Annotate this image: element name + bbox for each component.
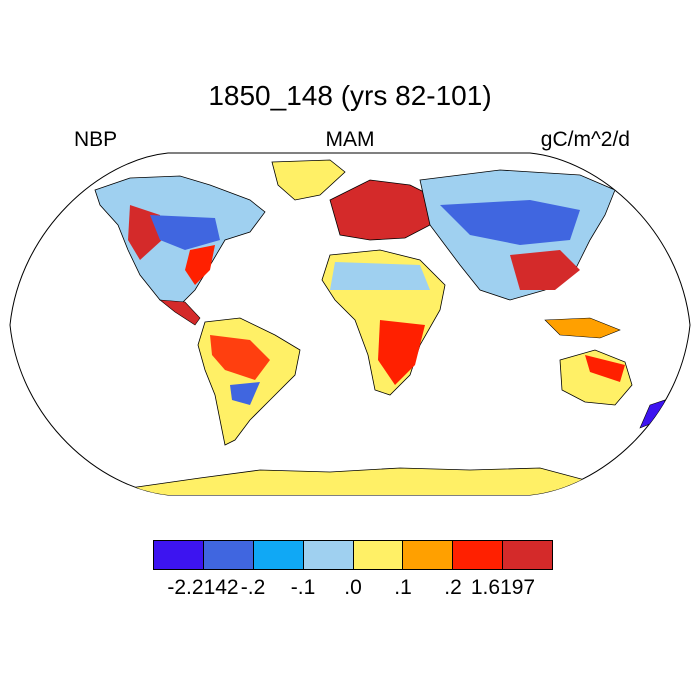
indonesia-land — [544, 317, 621, 339]
colorbar — [153, 540, 553, 570]
colorbar-tick-label: .1 — [394, 576, 412, 599]
central-america — [159, 299, 201, 326]
colorbar-tick-label: -.2 — [240, 576, 266, 599]
colorbar-box — [203, 541, 254, 569]
colorbar-tick-label: .0 — [344, 576, 362, 599]
colorbar-box — [403, 541, 454, 569]
colorbar-tick-label: -2.2142 — [167, 576, 239, 599]
africa-lightblue — [330, 262, 430, 290]
colorbar-box — [353, 541, 404, 569]
colorbar-tick-label: -.1 — [290, 576, 316, 599]
colorbar-tick-label: 1.6197 — [470, 576, 536, 599]
colorbar-tick-label: .2 — [444, 576, 462, 599]
colorbar-box — [303, 541, 354, 569]
south-america-blue — [230, 382, 260, 405]
variable-label: NBP — [74, 128, 118, 151]
north-america-east-red — [185, 245, 215, 285]
colorbar-box — [253, 541, 304, 569]
north-america-blue — [150, 215, 220, 250]
colorbar-box — [154, 541, 204, 569]
units-label: gC/m^2/d — [540, 128, 630, 151]
colorbar-box — [503, 541, 552, 569]
antarctica-land — [119, 467, 586, 495]
south-america-red — [210, 335, 270, 380]
asia-south-red — [510, 250, 580, 290]
season-label: MAM — [325, 128, 375, 151]
map-title: 1850_148 (yrs 82-101) — [208, 80, 492, 111]
africa-red — [378, 320, 425, 385]
greenland-land — [271, 159, 346, 201]
asia-blue — [440, 200, 580, 245]
colorbar-box — [453, 541, 504, 569]
australia-red — [585, 355, 625, 382]
